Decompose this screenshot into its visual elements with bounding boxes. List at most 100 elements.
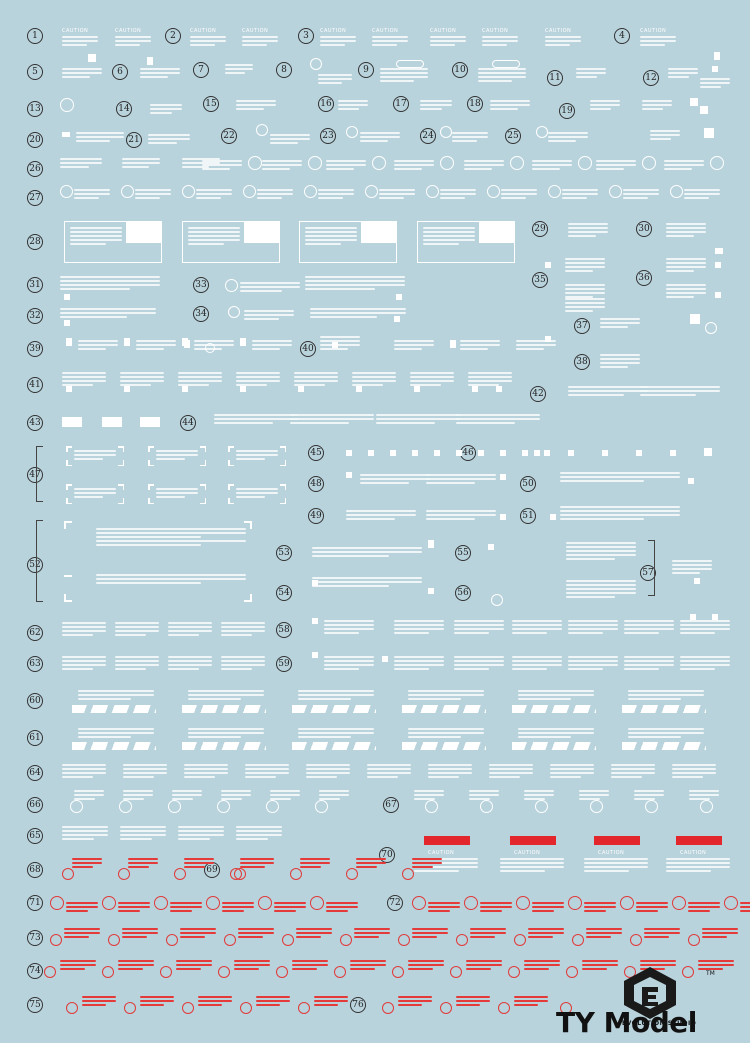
red-circle-decal bbox=[340, 934, 352, 946]
decal-text bbox=[221, 656, 265, 658]
decal-text bbox=[454, 620, 504, 622]
decal-text bbox=[78, 736, 132, 738]
row-number-marker: 21 bbox=[126, 132, 142, 148]
red-decal-text bbox=[350, 960, 386, 962]
decal-text bbox=[420, 108, 443, 110]
decal-text bbox=[689, 794, 719, 796]
corner-mark bbox=[228, 498, 230, 504]
red-circle-decal bbox=[166, 934, 178, 946]
red-decal-text bbox=[470, 928, 506, 930]
red-circle-decal bbox=[440, 1002, 452, 1014]
red-decal-text bbox=[222, 902, 254, 904]
decal-text bbox=[468, 376, 512, 378]
decal-text bbox=[236, 458, 266, 460]
white-decal bbox=[240, 338, 246, 346]
red-decal-text bbox=[480, 906, 512, 908]
decal-text bbox=[182, 166, 209, 168]
decal-text bbox=[579, 798, 600, 800]
decal-text bbox=[96, 578, 246, 580]
decal-text bbox=[312, 555, 389, 557]
row-number-marker: 1 bbox=[27, 28, 43, 44]
red-circle-decal bbox=[672, 896, 686, 910]
decal-text bbox=[202, 168, 230, 170]
white-decal bbox=[690, 98, 698, 106]
decal-text bbox=[115, 36, 151, 38]
decal-text bbox=[666, 266, 706, 268]
decal-text bbox=[168, 634, 199, 636]
red-decal-text bbox=[222, 906, 254, 908]
red-circle-decal bbox=[310, 896, 324, 910]
row-number-marker: 25 bbox=[505, 128, 521, 144]
decal-text bbox=[96, 544, 201, 546]
row-number-marker: 19 bbox=[559, 103, 575, 119]
circle-decal bbox=[491, 594, 503, 606]
decal-text bbox=[122, 166, 149, 168]
red-decal-text bbox=[586, 936, 612, 938]
decal-text bbox=[346, 518, 395, 520]
decal-text bbox=[490, 100, 530, 102]
decal-text bbox=[440, 193, 476, 195]
corner-mark bbox=[122, 498, 124, 504]
decal-text bbox=[568, 668, 603, 670]
decal-text bbox=[600, 318, 640, 320]
corner-mark bbox=[228, 446, 234, 448]
decal-text bbox=[78, 698, 132, 700]
decal-text bbox=[62, 764, 106, 766]
decal-text bbox=[440, 189, 476, 191]
white-decal bbox=[715, 292, 721, 298]
decal-text bbox=[566, 584, 636, 586]
decal-text bbox=[324, 632, 359, 634]
caution-caption: CAUTION bbox=[320, 28, 347, 34]
red-decal-text bbox=[698, 964, 734, 966]
decal-text bbox=[312, 551, 422, 553]
red-decal-text bbox=[528, 936, 554, 938]
decal-text bbox=[168, 664, 212, 666]
decal-text bbox=[140, 68, 180, 70]
decal-text bbox=[236, 830, 282, 832]
decal-text bbox=[565, 288, 605, 290]
row-number-marker: 7 bbox=[193, 62, 209, 78]
oval-decal bbox=[396, 60, 424, 68]
row-number-marker: 24 bbox=[420, 128, 436, 144]
row-number-marker: 31 bbox=[27, 277, 43, 293]
decal-text bbox=[120, 838, 153, 840]
red-decal-text bbox=[528, 928, 564, 930]
row-number-marker: 12 bbox=[643, 70, 659, 86]
decal-text bbox=[512, 668, 547, 670]
decal-text bbox=[394, 168, 422, 170]
decal-text bbox=[221, 630, 265, 632]
red-circle-decal bbox=[160, 966, 172, 978]
circle-decal bbox=[346, 126, 358, 138]
decal-text bbox=[294, 384, 325, 386]
decal-text bbox=[560, 480, 644, 482]
decal-text bbox=[579, 794, 609, 796]
decal-text bbox=[326, 168, 354, 170]
decal-text bbox=[96, 528, 246, 530]
decal-text bbox=[290, 414, 374, 416]
decal-text bbox=[60, 288, 130, 290]
decal-text bbox=[584, 858, 648, 860]
row-number-marker: 76 bbox=[350, 997, 366, 1013]
circle-decal bbox=[310, 58, 322, 70]
decal-text bbox=[188, 694, 264, 696]
row-number-marker: 36 bbox=[636, 270, 652, 286]
decal-text bbox=[346, 514, 416, 516]
decal-text bbox=[518, 728, 594, 730]
white-decal bbox=[450, 340, 456, 348]
row-number-marker: 38 bbox=[574, 354, 590, 370]
decal-text bbox=[62, 622, 106, 624]
white-decal bbox=[240, 386, 246, 392]
decal-text bbox=[306, 764, 350, 766]
red-decal-text bbox=[702, 928, 738, 930]
red-circle-decal bbox=[398, 934, 410, 946]
white-decal bbox=[312, 580, 318, 586]
decal-text bbox=[550, 768, 594, 770]
decal-text bbox=[352, 380, 396, 382]
decal-text bbox=[290, 418, 374, 420]
white-decal bbox=[147, 57, 153, 65]
circle-decal bbox=[121, 185, 134, 198]
circle-decal bbox=[225, 279, 238, 292]
red-decal-text bbox=[584, 910, 607, 912]
decal-text bbox=[236, 376, 280, 378]
red-decal-text bbox=[398, 1000, 432, 1002]
